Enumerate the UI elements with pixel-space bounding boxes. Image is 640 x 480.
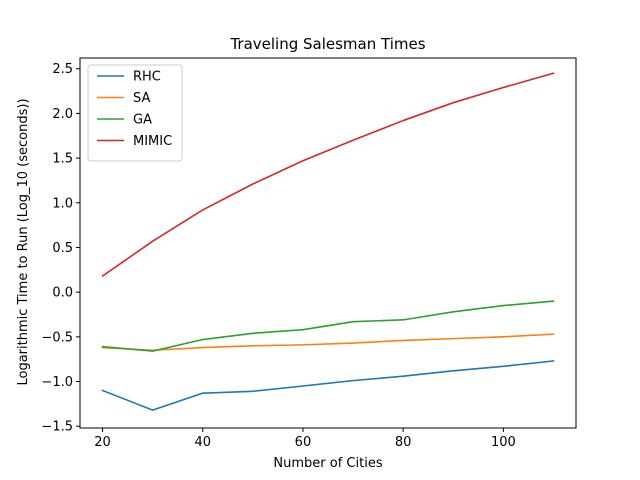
y-tick-label: 2.5 [52,62,73,77]
legend-label-ga: GA [133,113,152,128]
y-tick-label: −1.5 [41,420,73,435]
x-tick-label: 100 [491,435,516,450]
series-line-ga [101,300,555,352]
y-axis-label: Logarithmic Time to Run (Log_10 (seconds… [16,98,31,385]
plot-frame [79,57,577,429]
x-tick-label: 60 [295,435,312,450]
x-tick-label: 80 [395,435,412,450]
x-axis-label: Number of Cities [273,456,382,471]
y-tick-label: 0.5 [52,241,73,256]
legend-label-rhc: RHC [133,70,161,85]
x-tick-label: 40 [194,435,211,450]
legend-label-mimic: MIMIC [133,134,172,149]
series-line-sa [101,333,555,352]
chart-title: Traveling Salesman Times [229,35,425,53]
y-tick-label: 0.0 [52,286,73,301]
series-line-rhc [101,360,555,411]
y-tick-label: −1.0 [41,375,73,390]
y-tick-label: 2.0 [52,107,73,122]
y-tick-label: −0.5 [41,330,73,345]
y-tick-label: 1.5 [52,152,73,167]
legend [87,64,183,162]
series-line-mimic [101,72,555,278]
legend-label-sa: SA [133,91,150,106]
y-tick-label: 1.0 [52,196,73,211]
x-tick-label: 20 [94,435,111,450]
plot-area: 20 40 60 80 100 −1.5 −1.0 −0.5 0.0 0.5 1.0 1.5 2.0 2.… [41,57,577,450]
